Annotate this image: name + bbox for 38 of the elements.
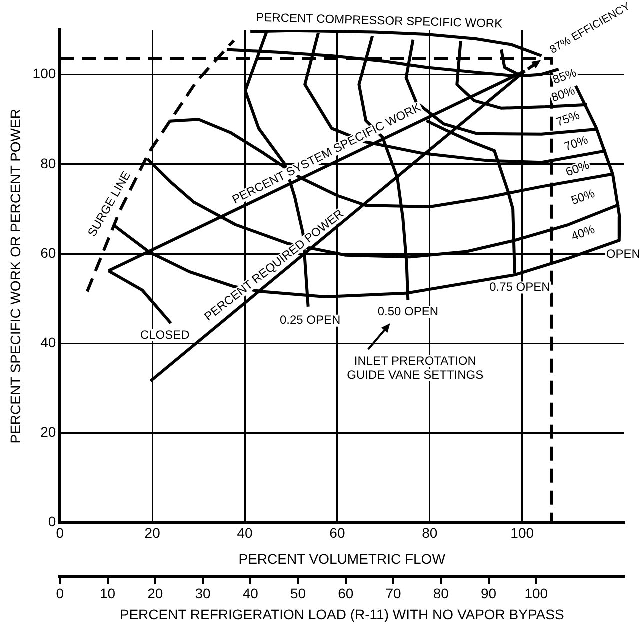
annotation: INLET PREROTATION GUIDE VANE SETTINGS — [347, 354, 484, 382]
x2-tick-label: 30 — [195, 586, 212, 602]
x-tick-label: 40 — [237, 525, 254, 542]
annotation: OPEN — [606, 246, 640, 261]
x2-tick-label: 90 — [480, 586, 497, 602]
x2-tick-label: 60 — [338, 586, 354, 602]
x2-tick-label: 100 — [524, 586, 548, 602]
annotation: PERCENT COMPRESSOR SPECIFIC WORK — [256, 10, 503, 31]
x2-tick-label: 20 — [148, 586, 164, 602]
annotation: 75% — [554, 108, 582, 130]
annotation: 0.50 OPEN — [378, 304, 439, 318]
annotation: 40% — [569, 222, 598, 244]
annotation: 0.75 OPEN — [490, 280, 550, 294]
x-tick-label: 20 — [144, 525, 161, 542]
x2-tick-label: 40 — [242, 586, 259, 602]
x2-tick-label: 50 — [290, 586, 306, 602]
y-tick-label: 0 — [48, 514, 56, 530]
x2-axis-title: PERCENT REFRIGERATION LOAD (R-11) WITH NO VAPOR BYPASS — [120, 606, 564, 622]
y-tick-label: 100 — [32, 66, 56, 82]
y-tick-label: 40 — [40, 334, 56, 350]
x-tick-label: 80 — [422, 525, 438, 542]
annotation: 80% — [550, 83, 578, 105]
annotation: CLOSED — [140, 328, 190, 342]
annotation: 50% — [569, 186, 598, 208]
annotation: 60% — [564, 158, 592, 180]
x2-tick-label: 70 — [386, 586, 402, 602]
x-tick-label: 100 — [510, 525, 534, 542]
x-axis-title: PERCENT VOLUMETRIC FLOW — [238, 550, 446, 567]
y-tick-label: 80 — [40, 155, 56, 172]
y-tick-label: 20 — [40, 424, 56, 440]
y-axis-title: PERCENT SPECIFIC WORK OR PERCENT POWER — [7, 109, 24, 444]
annotation: 85% — [551, 66, 579, 88]
annotation: 0.25 OPEN — [280, 313, 341, 328]
x2-tick-label: 10 — [100, 586, 116, 602]
y-tick-label: 60 — [40, 244, 56, 261]
x-tick-label: 60 — [330, 525, 346, 542]
annotation: 70% — [562, 132, 590, 154]
x2-tick-label: 80 — [433, 586, 450, 602]
